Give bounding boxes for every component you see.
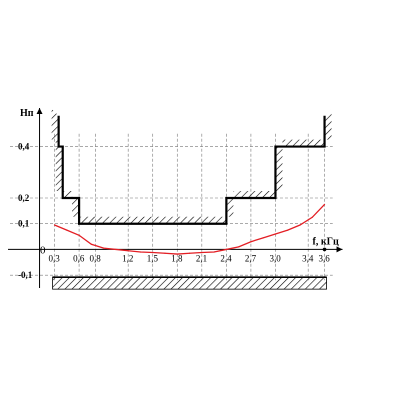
series-point xyxy=(188,252,191,254)
series-point xyxy=(274,233,277,235)
series-point xyxy=(127,250,129,252)
series-point xyxy=(323,203,326,206)
y-axis-label: Нп xyxy=(20,108,34,119)
series-point xyxy=(66,229,68,231)
x-axis-arrow xyxy=(336,246,343,253)
series-point xyxy=(299,224,301,226)
mask-layer xyxy=(51,108,332,290)
series-point xyxy=(115,248,117,251)
series-point xyxy=(152,251,154,254)
endpoint-marker xyxy=(322,247,327,252)
x-tick-label: 0,3 xyxy=(49,253,61,263)
x-tick-label: 3,6 xyxy=(319,253,331,263)
y-tick-label: 0,2 xyxy=(18,193,30,203)
series-point xyxy=(262,237,264,239)
series-layer xyxy=(53,203,327,255)
lower-mask-hatch xyxy=(52,276,327,290)
y-tick-label: -0,1 xyxy=(18,270,33,280)
series-point xyxy=(238,246,240,248)
x-tick-label: 2,7 xyxy=(245,253,257,263)
x-tick-label: 1,8 xyxy=(171,253,183,263)
y-tick-label: 0,4 xyxy=(18,142,30,152)
axis-layer: Нп f, кГц 0 xyxy=(8,108,343,288)
series-point xyxy=(53,224,56,226)
x-tick-label: 0,8 xyxy=(89,253,101,263)
x-tick-label: 2,4 xyxy=(220,253,232,263)
series-point xyxy=(78,234,80,236)
tick-layer: 0,4 0,2 0,1 -0,1 0,3 0,6 0,8 1,2 1,5 1,8 2,1 2,4 2,7… xyxy=(18,142,330,281)
y-axis-arrow xyxy=(36,108,43,114)
series-line xyxy=(54,203,326,255)
x-tick-label: 3,0 xyxy=(269,253,281,263)
series-point xyxy=(225,248,227,251)
x-tick-label: 0,6 xyxy=(73,253,85,263)
x-axis-label: f, кГц xyxy=(313,236,339,247)
series-point xyxy=(201,251,203,254)
x-tick-label: 1,2 xyxy=(122,253,133,263)
origin-label: 0 xyxy=(40,244,46,256)
series-point xyxy=(176,253,178,255)
x-tick-label: 3,4 xyxy=(302,253,314,263)
x-tick-label: 2,1 xyxy=(196,253,207,263)
series-point xyxy=(287,229,289,231)
series-point xyxy=(139,251,142,253)
x-tick-label: 1,5 xyxy=(147,253,159,263)
series-point xyxy=(90,243,92,245)
series-point xyxy=(311,216,313,218)
series-point xyxy=(250,241,252,243)
upper-mask-boundary xyxy=(57,115,326,225)
upper-mask-hatch xyxy=(51,108,332,224)
y-tick-label: 0,1 xyxy=(18,219,30,229)
series-point xyxy=(213,251,215,253)
series-point xyxy=(103,247,105,249)
series-point xyxy=(164,252,166,254)
